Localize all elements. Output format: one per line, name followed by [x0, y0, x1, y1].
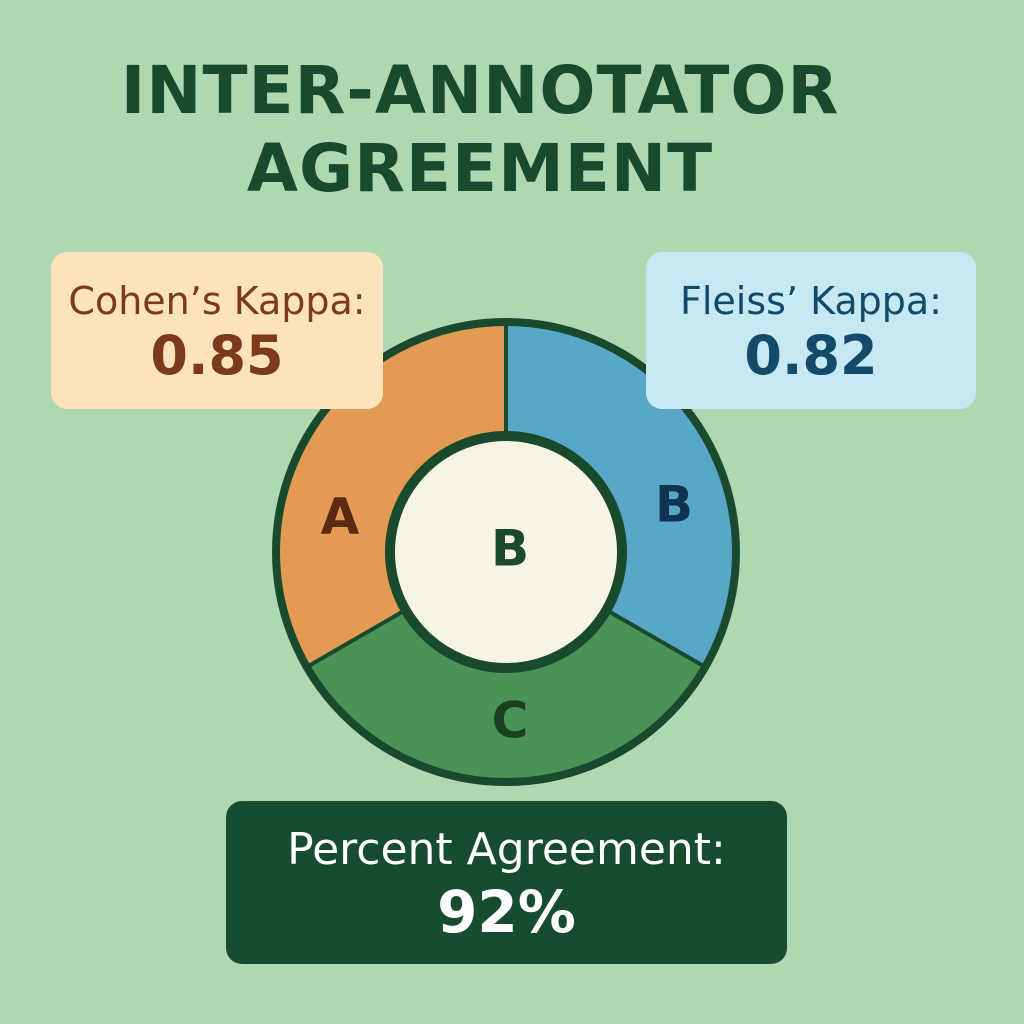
segment-c-label: C [492, 692, 529, 750]
cohens-kappa-value: 0.85 [150, 324, 284, 387]
title-line-2: AGREEMENT [246, 130, 714, 207]
center-circle [385, 431, 627, 673]
percent-agreement-value: 92% [437, 878, 576, 946]
cohens-kappa-label: Cohen’s Kappa: [68, 279, 366, 323]
percent-agreement-label: Percent Agreement: [287, 824, 726, 875]
fleiss-kappa-label: Fleiss’ Kappa: [680, 279, 942, 323]
page-title: INTER-ANNOTATOR AGREEMENT [0, 52, 960, 208]
percent-agreement-card: Percent Agreement: 92% [226, 801, 787, 964]
fleiss-kappa-card: Fleiss’ Kappa: 0.82 [646, 252, 976, 409]
fleiss-kappa-value: 0.82 [744, 324, 878, 387]
center-label: B [491, 520, 529, 578]
cohens-kappa-card: Cohen’s Kappa: 0.85 [51, 252, 383, 409]
segment-a-label: A [321, 488, 360, 546]
divider-right [608, 610, 707, 669]
divider-left [305, 610, 404, 669]
agreement-ring-diagram: A B C B [272, 318, 740, 786]
outer-ring [272, 318, 740, 786]
segment-b-label: B [655, 476, 693, 534]
title-line-1: INTER-ANNOTATOR [120, 52, 840, 129]
